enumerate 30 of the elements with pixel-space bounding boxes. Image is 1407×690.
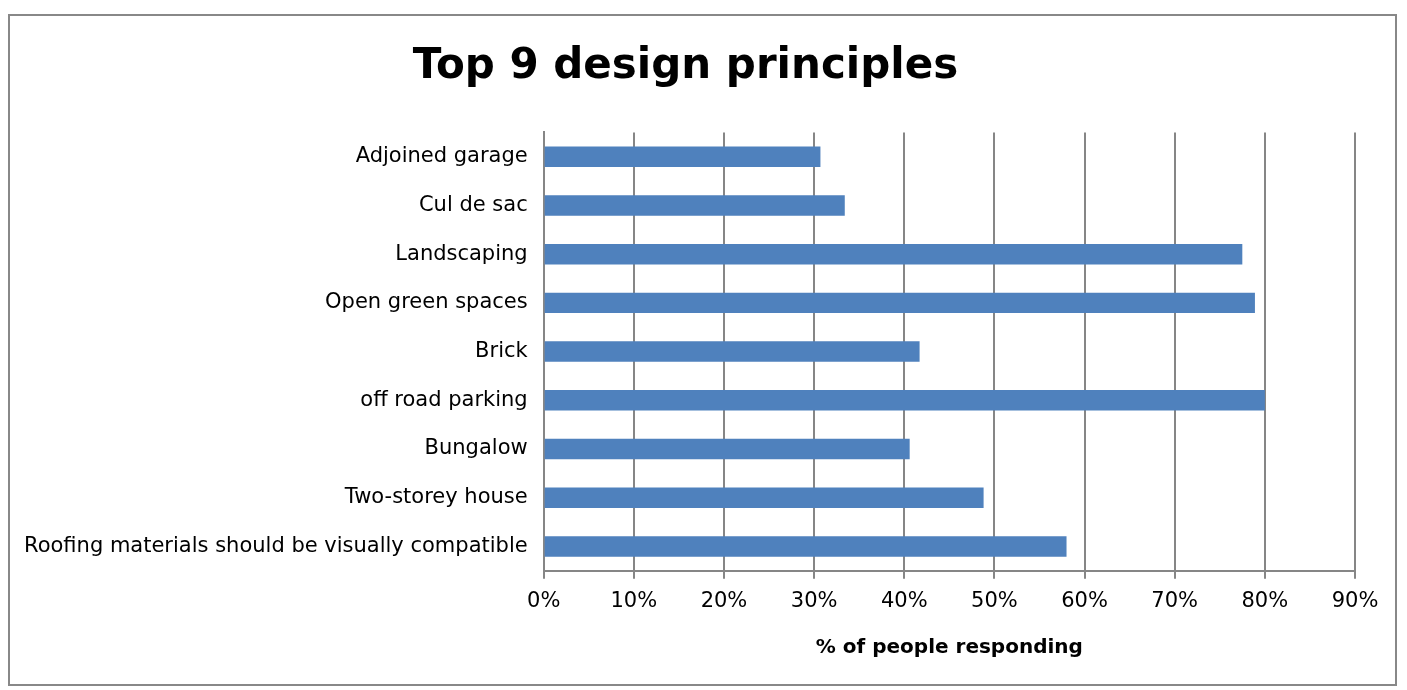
bar [544, 243, 1243, 265]
y-tick-label: Open green spaces [325, 289, 528, 314]
y-tick-label: Two-storey house [343, 484, 528, 509]
x-tick-label: 60% [1061, 587, 1108, 612]
x-tick-label: 10% [610, 587, 658, 612]
y-tick-label: Bungalow [424, 435, 528, 460]
x-tick-label: 90% [1331, 587, 1379, 612]
x-tick-label: 0% [527, 587, 561, 612]
y-tick-label: Roofing materials should be visually compatible [23, 532, 528, 557]
x-tick-label: 50% [971, 587, 1018, 612]
bar [544, 195, 845, 216]
bar [544, 146, 821, 167]
bar [544, 390, 1265, 411]
chart-title: Top 9 design principles [412, 39, 959, 89]
x-tick-label: 40% [880, 587, 928, 612]
x-tick-label: 80% [1241, 587, 1289, 612]
x-tick-label: 30% [790, 587, 838, 612]
bar [544, 487, 984, 508]
bar [544, 292, 1255, 314]
y-tick-label: Brick [475, 338, 529, 363]
x-tick-label: 70% [1151, 587, 1199, 612]
x-tick-label: 20% [700, 587, 748, 612]
x-axis-title: % of people responding [815, 634, 1083, 659]
y-tick-label: Landscaping [395, 240, 528, 265]
y-tick-label: Cul de sac [418, 191, 528, 216]
bar [544, 536, 1067, 557]
y-tick-label: off road parking [360, 386, 528, 411]
bar [544, 341, 920, 362]
bar [544, 438, 910, 460]
y-tick-label: Adjoined garage [355, 143, 528, 168]
